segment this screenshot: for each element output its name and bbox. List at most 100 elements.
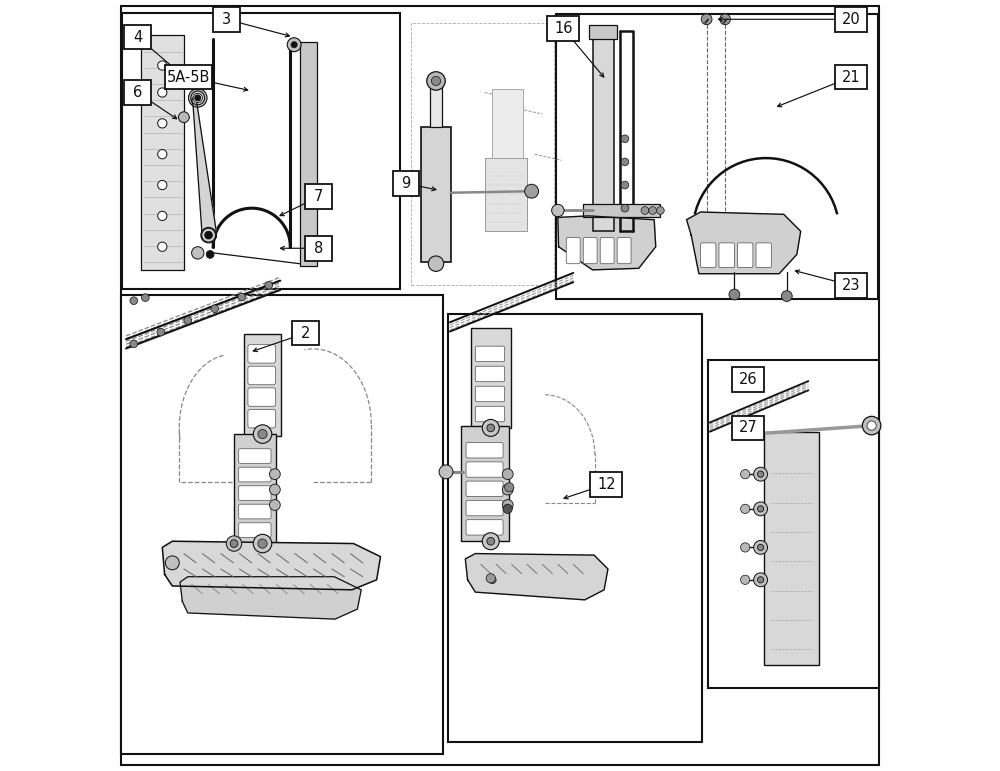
Circle shape: [758, 471, 764, 477]
Bar: [732, 416, 764, 440]
Circle shape: [193, 93, 202, 103]
FancyBboxPatch shape: [466, 443, 503, 458]
Bar: [590, 472, 622, 497]
Bar: [583, 204, 660, 217]
Circle shape: [158, 61, 167, 70]
Circle shape: [741, 504, 750, 513]
Circle shape: [488, 576, 496, 584]
Circle shape: [158, 180, 167, 190]
Circle shape: [130, 340, 138, 348]
FancyBboxPatch shape: [475, 366, 505, 382]
Text: 2: 2: [301, 325, 310, 341]
FancyBboxPatch shape: [239, 449, 271, 463]
Circle shape: [862, 416, 881, 435]
Text: 23: 23: [842, 278, 860, 293]
FancyBboxPatch shape: [475, 406, 505, 422]
Circle shape: [158, 242, 167, 251]
Text: 12: 12: [597, 476, 616, 492]
Bar: [165, 65, 212, 89]
Text: 20: 20: [841, 12, 860, 27]
Circle shape: [502, 500, 513, 510]
Circle shape: [720, 14, 731, 25]
Circle shape: [741, 543, 750, 552]
Bar: [121, 295, 443, 754]
Bar: [448, 314, 702, 742]
Circle shape: [141, 294, 149, 301]
Circle shape: [482, 419, 499, 436]
FancyBboxPatch shape: [600, 237, 614, 264]
Bar: [421, 127, 451, 262]
Circle shape: [205, 231, 212, 239]
Circle shape: [482, 533, 499, 550]
Circle shape: [758, 577, 764, 583]
Circle shape: [291, 42, 297, 48]
Bar: [393, 171, 419, 196]
FancyBboxPatch shape: [466, 462, 503, 477]
FancyBboxPatch shape: [239, 486, 271, 500]
Circle shape: [181, 69, 192, 80]
Bar: [122, 13, 400, 289]
Circle shape: [486, 574, 495, 583]
Circle shape: [754, 573, 768, 587]
Circle shape: [287, 38, 301, 52]
Text: 8: 8: [314, 241, 323, 256]
Circle shape: [502, 484, 513, 495]
Polygon shape: [180, 577, 361, 619]
Circle shape: [158, 88, 167, 97]
Bar: [124, 80, 151, 105]
Bar: [835, 65, 867, 89]
Circle shape: [701, 14, 712, 25]
Circle shape: [741, 470, 750, 479]
Circle shape: [431, 76, 441, 86]
Bar: [593, 37, 614, 231]
Circle shape: [758, 544, 764, 550]
Circle shape: [487, 537, 495, 545]
Circle shape: [230, 540, 238, 547]
Circle shape: [428, 256, 444, 271]
Circle shape: [621, 158, 629, 166]
FancyBboxPatch shape: [700, 243, 716, 268]
FancyBboxPatch shape: [239, 467, 271, 482]
FancyBboxPatch shape: [248, 366, 276, 385]
Bar: [411, 23, 554, 285]
Circle shape: [502, 469, 513, 480]
Bar: [835, 7, 867, 32]
Circle shape: [649, 207, 657, 214]
Circle shape: [158, 211, 167, 221]
Text: 4: 4: [133, 29, 142, 45]
Bar: [485, 158, 527, 231]
Text: 3: 3: [222, 12, 231, 27]
Circle shape: [269, 469, 280, 480]
FancyBboxPatch shape: [248, 388, 276, 406]
Circle shape: [191, 91, 205, 105]
FancyBboxPatch shape: [617, 237, 631, 264]
Text: 7: 7: [314, 189, 324, 204]
Bar: [305, 236, 332, 261]
FancyBboxPatch shape: [475, 386, 505, 402]
Circle shape: [206, 251, 214, 258]
Circle shape: [525, 184, 539, 198]
Circle shape: [211, 305, 219, 312]
Bar: [430, 85, 442, 127]
FancyBboxPatch shape: [756, 243, 771, 268]
Text: 5A-5B: 5A-5B: [167, 69, 210, 85]
Circle shape: [158, 150, 167, 159]
Bar: [141, 35, 184, 270]
Bar: [764, 432, 819, 665]
Text: 21: 21: [841, 69, 860, 85]
Circle shape: [439, 465, 453, 479]
Polygon shape: [192, 94, 216, 239]
Bar: [300, 42, 317, 266]
Circle shape: [265, 281, 273, 289]
Circle shape: [130, 297, 138, 305]
FancyBboxPatch shape: [466, 500, 503, 516]
Circle shape: [657, 207, 664, 214]
Text: 6: 6: [133, 85, 142, 100]
Circle shape: [157, 328, 165, 336]
Polygon shape: [465, 554, 608, 600]
Text: 16: 16: [554, 21, 572, 36]
Circle shape: [258, 429, 267, 439]
Circle shape: [226, 536, 242, 551]
Circle shape: [754, 540, 768, 554]
Bar: [461, 426, 509, 541]
